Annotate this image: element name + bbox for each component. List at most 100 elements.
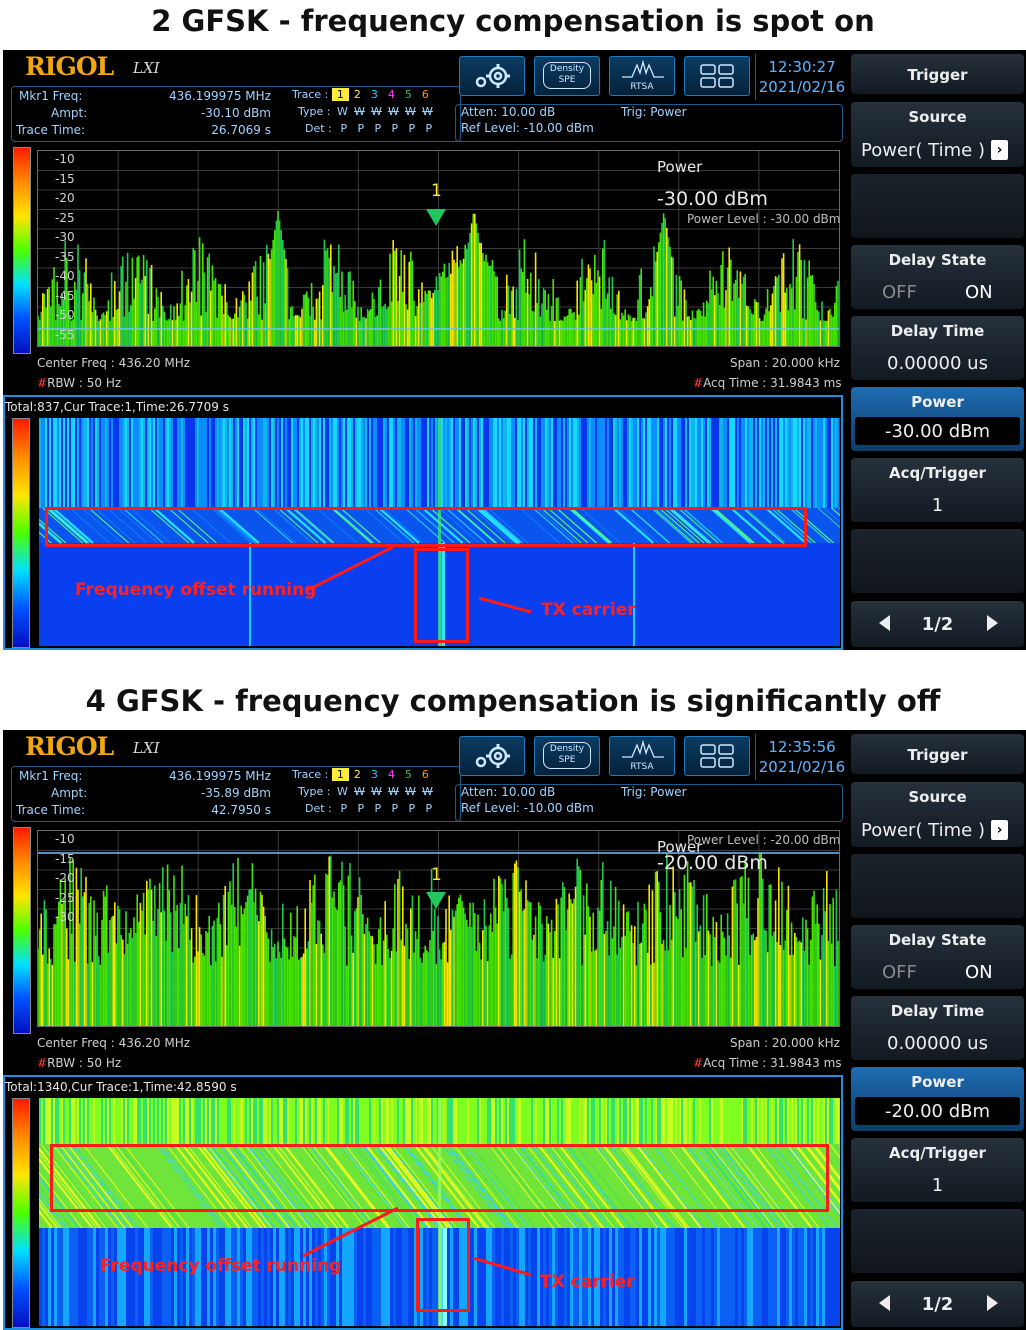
marker-number: 1 xyxy=(431,181,442,201)
softkey-power[interactable]: Power -30.00 dBm xyxy=(851,387,1024,451)
softkey-delay-state[interactable]: Delay State OFF ON xyxy=(851,245,1024,309)
softkey-delay-time[interactable]: Delay Time 0.00000 us xyxy=(851,316,1024,380)
trace-type-2: W xyxy=(354,105,365,118)
trace-number-2[interactable]: 2 xyxy=(353,768,361,781)
trace-type-3: W xyxy=(371,785,382,798)
trace-number-5[interactable]: 5 xyxy=(404,88,412,101)
trace-det-6: P xyxy=(425,802,433,815)
rbw-uncoupled-mark: # xyxy=(37,376,48,390)
softkey-acq-trigger[interactable]: Acq/Trigger 1 xyxy=(851,458,1024,522)
trace-number-5[interactable]: 5 xyxy=(404,768,412,781)
spectrum-plot[interactable] xyxy=(37,150,840,347)
spectrum-plot[interactable] xyxy=(37,830,840,1027)
waterfall-plot[interactable] xyxy=(39,1098,840,1326)
density-label: Density xyxy=(549,744,585,754)
layout-button[interactable] xyxy=(684,736,750,776)
power-title: Power xyxy=(657,838,703,856)
delay-time-label: Delay Time xyxy=(890,1002,985,1020)
trig-value: Trig: Power xyxy=(621,785,687,799)
rtsa-button[interactable]: RTSA xyxy=(609,736,675,776)
trace-number-3[interactable]: 3 xyxy=(370,88,378,101)
softkey-empty-1 xyxy=(851,174,1024,238)
power-threshold-value: -20.00 dBm xyxy=(657,852,768,874)
waterfall-frame xyxy=(3,395,843,650)
trig-value: Trig: Power xyxy=(621,105,687,119)
density-label: Density xyxy=(549,64,585,74)
delay-on-option[interactable]: ON xyxy=(965,962,993,983)
density-color-bar xyxy=(13,827,31,1034)
settings-button[interactable] xyxy=(459,736,525,776)
trace-number-6[interactable]: 6 xyxy=(421,88,429,101)
source-value: Power( Time ) xyxy=(861,140,985,161)
page-indicator: 1/2 xyxy=(921,614,954,635)
source-value: Power( Time ) xyxy=(861,820,985,841)
acq-time-value: Acq Time : 31.9843 ms xyxy=(703,376,842,390)
y-tick-label: -35 xyxy=(55,249,75,264)
power-softkey-label: Power xyxy=(911,393,964,411)
delay-off-option[interactable]: OFF xyxy=(882,282,917,303)
power-softkey-label: Power xyxy=(911,1073,964,1091)
softkey-delay-state[interactable]: Delay State OFF ON xyxy=(851,925,1024,989)
softkey-delay-time[interactable]: Delay Time 0.00000 us xyxy=(851,996,1024,1060)
waterfall-plot[interactable] xyxy=(39,418,840,646)
page-prev-icon[interactable] xyxy=(879,1295,890,1311)
softkey-trigger[interactable]: Trigger xyxy=(851,734,1024,774)
power-threshold-value: -30.00 dBm xyxy=(657,188,768,210)
trace-number-1[interactable]: 1 xyxy=(331,88,349,101)
acq-trigger-value: 1 xyxy=(931,495,944,516)
trace-det-5: P xyxy=(408,122,416,135)
y-tick-label: -30 xyxy=(55,230,75,244)
softkey-trigger[interactable]: Trigger xyxy=(851,54,1024,94)
rbw-row: #RBW : 50 Hz xyxy=(37,1056,121,1070)
marker-triangle[interactable] xyxy=(426,892,446,909)
rtsa-label: RTSA xyxy=(630,82,654,92)
trigger-label: Trigger xyxy=(907,66,968,84)
page-next-icon[interactable] xyxy=(987,615,998,631)
mkr-freq-value: 436.199975 MHz xyxy=(168,89,271,103)
density-spe-button[interactable]: Density SPE xyxy=(534,56,600,96)
acq-trigger-label: Acq/Trigger xyxy=(889,464,986,482)
layout-button[interactable] xyxy=(684,56,750,96)
acq-row: #Acq Time : 31.9843 ms xyxy=(693,376,842,390)
trace-number-1[interactable]: 1 xyxy=(331,768,349,781)
delay-off-option[interactable]: OFF xyxy=(882,962,917,983)
softkey-source[interactable]: Source Power( Time ) › xyxy=(851,102,1024,167)
delay-time-label: Delay Time xyxy=(890,322,985,340)
y-tick-label: -20 xyxy=(55,191,75,205)
frequency-offset-box xyxy=(45,507,807,547)
marker-triangle[interactable] xyxy=(426,209,446,226)
gear-icon xyxy=(475,744,510,768)
page-prev-icon[interactable] xyxy=(879,615,890,631)
mkr-freq-value: 436.199975 MHz xyxy=(168,769,271,783)
rigol-logo: RIGOL xyxy=(25,52,114,81)
waterfall-color-bar xyxy=(12,1098,30,1328)
softkey-acq-trigger[interactable]: Acq/Trigger 1 xyxy=(851,1138,1024,1202)
trace-number-4[interactable]: 4 xyxy=(387,88,395,101)
softkey-page: 1/2 xyxy=(851,1281,1024,1327)
rbw-row: #RBW : 50 Hz xyxy=(37,376,121,390)
trace-number-3[interactable]: 3 xyxy=(370,768,378,781)
spe-label: SPE xyxy=(558,755,576,765)
delay-on-option[interactable]: ON xyxy=(965,282,993,303)
softkey-power[interactable]: Power -20.00 dBm xyxy=(851,1067,1024,1131)
settings-button[interactable] xyxy=(459,56,525,96)
density-spe-button[interactable]: Density SPE xyxy=(534,736,600,776)
analyzer-screen: RIGOL LXI Mkr1 Freq: Ampt: Trace Time: 4… xyxy=(3,730,1026,1330)
waterfall-color-bar xyxy=(12,418,30,648)
trace-number-6[interactable]: 6 xyxy=(421,768,429,781)
rigol-logo: RIGOL xyxy=(25,732,114,761)
clock-date: 2021/02/16 xyxy=(758,758,846,776)
softkey-source[interactable]: Source Power( Time ) › xyxy=(851,782,1024,847)
trace-number-4[interactable]: 4 xyxy=(387,768,395,781)
trace-number-2[interactable]: 2 xyxy=(353,88,361,101)
rtsa-button[interactable]: RTSA xyxy=(609,56,675,96)
trace-type-1: W xyxy=(337,785,348,798)
page-next-icon[interactable] xyxy=(987,1295,998,1311)
trace-det-1: P xyxy=(340,122,348,135)
